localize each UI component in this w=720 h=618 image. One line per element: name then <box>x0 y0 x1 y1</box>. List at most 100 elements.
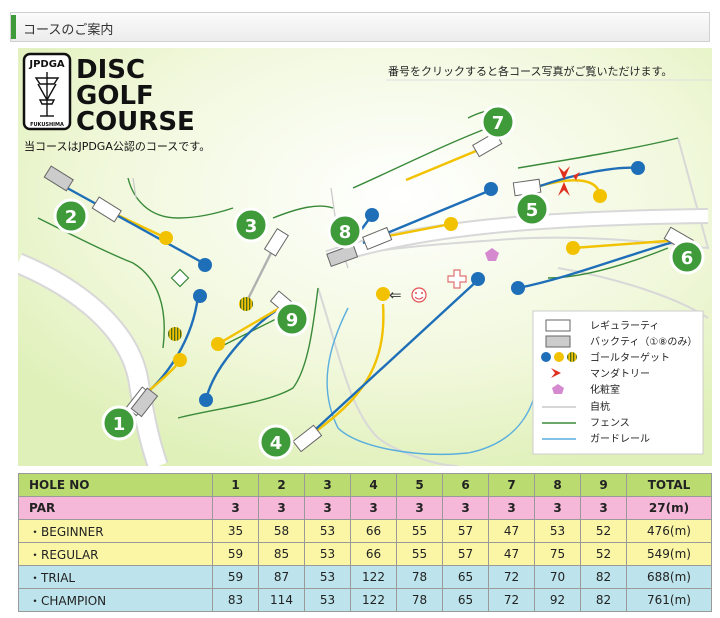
hole-8-badge[interactable]: 8 <box>327 213 363 249</box>
table-cell: 92 <box>534 588 581 612</box>
legend-regular-tee: レギュラーティ <box>590 320 659 332</box>
logo-top-text: JPDGA <box>28 59 65 70</box>
table-cell: 72 <box>488 565 535 589</box>
row-label: ・REGULAR <box>18 542 213 566</box>
mandatory-markers <box>558 166 580 196</box>
table-cell: 66 <box>350 542 397 566</box>
svg-text:8[interactable]: 8 <box>339 222 352 243</box>
table-cell: 59 <box>212 565 259 589</box>
row-label: ・BEGINNER <box>18 519 213 543</box>
table-cell: 53 <box>304 542 351 566</box>
table-cell: 3 <box>580 496 627 520</box>
table-cell: 53 <box>304 565 351 589</box>
smiley-arrow: ⇐ <box>389 286 402 304</box>
table-cell: 82 <box>580 588 627 612</box>
table-cell: 3 <box>212 496 259 520</box>
hole-1-badge[interactable]: 1 <box>101 405 137 441</box>
svg-text:4[interactable]: 4 <box>270 433 283 454</box>
map-legend: レギュラーティ バックティ（①⑧のみ） ゴールターゲット マンダトリー 化粧室 … <box>532 310 704 455</box>
svg-text:3[interactable]: 3 <box>245 216 258 237</box>
svg-text:2[interactable]: 2 <box>65 207 78 228</box>
table-row-trial: ・TRIAL 59 87 53 122 78 65 72 70 82 688(m… <box>18 565 712 589</box>
table-cell: 122 <box>350 565 397 589</box>
hole-2-badge[interactable]: 2 <box>53 198 89 234</box>
table-cell: 55 <box>396 519 443 543</box>
svg-text:6[interactable]: 6 <box>681 248 694 269</box>
table-cell: 57 <box>442 542 489 566</box>
table-cell: 58 <box>258 519 305 543</box>
logo-line3: COURSE <box>76 107 195 137</box>
table-cell: 27(m) <box>626 496 712 520</box>
legend-back-tee: バックティ（①⑧のみ） <box>590 336 697 348</box>
header-cell: 3 <box>304 473 351 497</box>
restroom-icon <box>485 248 499 261</box>
hole-4-badge[interactable]: 4 <box>258 424 294 460</box>
table-cell: 66 <box>350 519 397 543</box>
smiley-icon <box>411 287 427 303</box>
hole-5-badge[interactable]: 5 <box>514 191 550 227</box>
table-cell: 78 <box>396 588 443 612</box>
shelter-icon <box>170 268 190 288</box>
table-cell: 3 <box>258 496 305 520</box>
logo-line1: DISC <box>76 55 145 85</box>
table-cell: 688(m) <box>626 565 712 589</box>
header-cell: HOLE NO <box>18 473 213 497</box>
table-cell: 52 <box>580 542 627 566</box>
hole-3-badge[interactable]: 3 <box>233 207 269 243</box>
legend-goal: ゴールターゲット <box>590 351 670 364</box>
table-cell: 47 <box>488 542 535 566</box>
legend-mandatory: マンダトリー <box>590 367 650 380</box>
row-label: ・TRIAL <box>18 565 213 589</box>
row-label: ・CHAMPION <box>18 588 213 612</box>
header-cell: 7 <box>488 473 535 497</box>
svg-text:1[interactable]: 1 <box>113 414 126 435</box>
table-row-regular: ・REGULAR 59 85 53 66 55 57 47 75 52 549(… <box>18 542 712 566</box>
hole-badges[interactable]: 1 2 3 4 5 6 7 8 9 <box>53 104 705 460</box>
table-cell: 3 <box>304 496 351 520</box>
header-cell: 1 <box>212 473 259 497</box>
table-cell: 82 <box>580 565 627 589</box>
table-cell: 476(m) <box>626 519 712 543</box>
svg-text:7[interactable]: 7 <box>492 113 505 134</box>
svg-text:9[interactable]: 9 <box>286 310 299 331</box>
table-cell: 3 <box>534 496 581 520</box>
header-cell: 5 <box>396 473 443 497</box>
table-cell: 3 <box>396 496 443 520</box>
course-table: HOLE NO 1 2 3 4 5 6 7 8 9 TOTAL PAR 3 3 … <box>18 473 712 612</box>
table-cell: 83 <box>212 588 259 612</box>
hole-6-badge[interactable]: 6 <box>669 239 705 275</box>
table-cell: 3 <box>350 496 397 520</box>
legend-fence: フェンス <box>590 418 630 429</box>
legend-guardrail: ガードレール <box>590 433 650 445</box>
header-cell: 9 <box>580 473 627 497</box>
header-cell: 2 <box>258 473 305 497</box>
table-cell: 87 <box>258 565 305 589</box>
first-aid-icon <box>447 269 467 289</box>
table-cell: 114 <box>258 588 305 612</box>
table-cell: 549(m) <box>626 542 712 566</box>
table-cell: 53 <box>304 588 351 612</box>
hole-7-badge[interactable]: 7 <box>480 104 516 140</box>
svg-text:5[interactable]: 5 <box>526 200 539 221</box>
section-title: コースのご案内 <box>23 23 114 38</box>
table-cell: 53 <box>304 519 351 543</box>
legend-pole: 自杭 <box>590 400 610 413</box>
table-cell: 52 <box>580 519 627 543</box>
table-row-par: PAR 3 3 3 3 3 3 3 3 3 27(m) <box>18 496 712 520</box>
hole-9-badge[interactable]: 9 <box>274 301 310 337</box>
table-cell: 122 <box>350 588 397 612</box>
table-row-beginner: ・BEGINNER 35 58 53 66 55 57 47 53 52 476… <box>18 519 712 543</box>
guardrail-line <box>326 307 539 455</box>
table-cell: 3 <box>488 496 535 520</box>
logo-bottom-text: FUKUSHIMA <box>30 122 64 128</box>
table-cell: 75 <box>534 542 581 566</box>
table-cell: 55 <box>396 542 443 566</box>
row-label: PAR <box>18 496 213 520</box>
jpdga-note: 当コースはJPDGA公認のコースです。 <box>24 139 210 153</box>
table-cell: 57 <box>442 519 489 543</box>
header-cell: TOTAL <box>626 473 712 497</box>
header-cell: 4 <box>350 473 397 497</box>
table-cell: 72 <box>488 588 535 612</box>
logo-line2: GOLF <box>76 81 154 111</box>
table-cell: 35 <box>212 519 259 543</box>
